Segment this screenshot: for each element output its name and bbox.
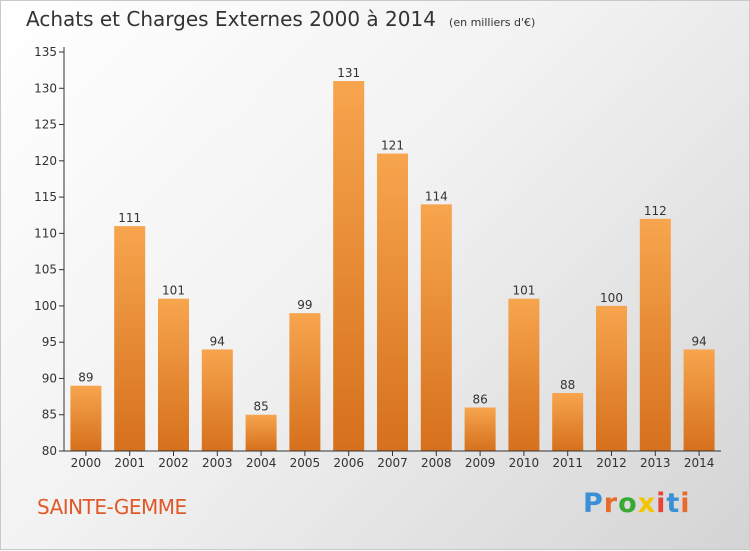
bar-2003[interactable] xyxy=(201,349,233,451)
bar-2002[interactable] xyxy=(158,298,189,451)
y-tick-label: 85 xyxy=(42,408,57,422)
x-tick-label: 2004 xyxy=(246,456,277,470)
chart-title-block: Achats et Charges Externes 2000 à 2014 (… xyxy=(26,7,535,31)
logo-letter: P xyxy=(583,488,604,519)
bar-value-label: 94 xyxy=(210,334,225,348)
bar-value-label: 94 xyxy=(691,334,706,348)
bar-value-label: 121 xyxy=(381,139,404,153)
bar-2000[interactable] xyxy=(70,385,102,451)
bar-value-label: 112 xyxy=(644,204,667,218)
bar-value-label: 101 xyxy=(512,284,535,298)
y-tick-label: 95 xyxy=(42,335,57,349)
bar-value-label: 100 xyxy=(600,291,623,305)
x-tick-label: 2002 xyxy=(158,456,189,470)
x-tick-label: 2008 xyxy=(421,456,452,470)
x-tick-label: 2014 xyxy=(684,456,715,470)
x-tick-label: 2007 xyxy=(377,456,408,470)
x-tick-label: 2012 xyxy=(596,456,627,470)
chart-unit: (en milliers d'€) xyxy=(449,16,536,29)
y-tick-label: 120 xyxy=(34,154,57,168)
bar-2006[interactable] xyxy=(333,81,365,451)
y-tick-label: 90 xyxy=(42,371,57,385)
x-tick-label: 2006 xyxy=(333,456,364,470)
x-tick-label: 2009 xyxy=(465,456,496,470)
x-tick-label: 2003 xyxy=(202,456,233,470)
y-tick-label: 100 xyxy=(34,299,57,313)
bar-2010[interactable] xyxy=(508,298,540,451)
bar-2008[interactable] xyxy=(420,204,452,451)
logo-letter: i xyxy=(680,488,691,519)
y-tick-label: 80 xyxy=(42,444,57,458)
x-tick-label: 2005 xyxy=(290,456,321,470)
y-tick-label: 105 xyxy=(34,263,57,277)
logo-letter: x xyxy=(637,488,657,519)
logo-letter: r xyxy=(603,488,619,519)
y-tick-label: 130 xyxy=(34,81,57,95)
bar-2004[interactable] xyxy=(245,414,277,451)
bars-group: 89 111 101 94 85 99 131 121 114 86 101 88 100 112 94 xyxy=(70,66,715,451)
y-tick-label: 110 xyxy=(34,226,57,240)
x-tick-label: 2010 xyxy=(509,456,540,470)
bar-value-label: 131 xyxy=(337,66,360,80)
x-tick-label: 2011 xyxy=(552,456,583,470)
bar-value-label: 86 xyxy=(472,392,487,406)
bar-value-label: 85 xyxy=(253,400,268,414)
bar-value-label: 111 xyxy=(118,211,141,225)
chart-title: Achats et Charges Externes 2000 à 2014 xyxy=(26,7,436,31)
logo-letter: i xyxy=(656,488,667,519)
y-tick-label: 115 xyxy=(34,190,57,204)
bar-2007[interactable] xyxy=(377,153,408,451)
axes-group: 80 85 90 95 100 105 110 115 120 125 130 135 2000 2001… xyxy=(34,45,721,470)
bar-2009[interactable] xyxy=(464,407,496,451)
bar-value-label: 101 xyxy=(162,284,185,298)
bar-2005[interactable] xyxy=(289,313,321,451)
bar-2014[interactable] xyxy=(683,349,715,451)
bar-value-label: 99 xyxy=(297,298,312,312)
bar-value-label: 88 xyxy=(560,378,575,392)
bar-2012[interactable] xyxy=(596,305,627,451)
bar-2001[interactable] xyxy=(114,226,146,451)
bar-2013[interactable] xyxy=(639,218,671,451)
x-tick-label: 2001 xyxy=(114,456,145,470)
bar-2011[interactable] xyxy=(552,392,584,451)
y-tick-label: 125 xyxy=(34,118,57,132)
bar-value-label: 89 xyxy=(78,371,93,385)
proxiti-logo[interactable]: Proxiti xyxy=(583,488,691,519)
logo-letter: o xyxy=(618,488,638,519)
logo-letter: t xyxy=(666,488,681,519)
bar-value-label: 114 xyxy=(425,189,448,203)
y-tick-label: 135 xyxy=(34,45,57,59)
x-tick-label: 2013 xyxy=(640,456,671,470)
x-tick-label: 2000 xyxy=(71,456,102,470)
commune-name: SAINTE-GEMME xyxy=(37,495,187,519)
